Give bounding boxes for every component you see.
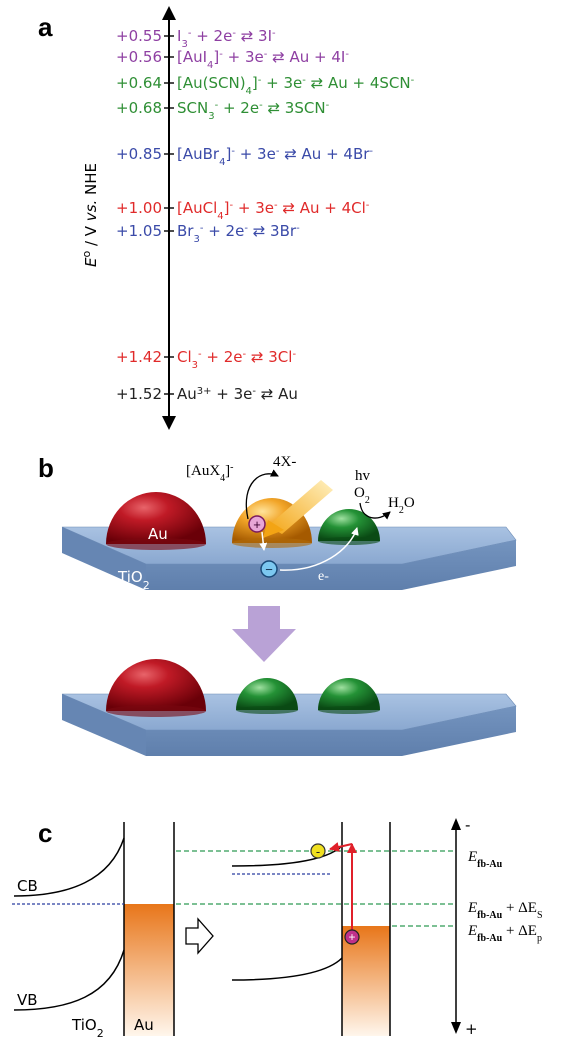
half-reaction-equation: [AuI4]- + 3e- ⇄ Au + 4I- xyxy=(177,48,349,71)
panel-c-letter: c xyxy=(38,818,52,848)
potential-row: +1.42 Cl3- + 2e- ⇄ 3Cl- xyxy=(116,348,296,371)
transformation-arrow xyxy=(232,606,296,662)
scale-top-label: - xyxy=(465,816,470,834)
hole-symbol-c: + xyxy=(348,930,355,944)
process-arrow xyxy=(186,919,213,953)
potential-rows: +0.55 I3- + 2e- ⇄ 3I- +0.56 [AuI4]- + 3e- ⇄… xyxy=(116,27,415,403)
potential-row: +1.00 [AuCl4]- + 3e- ⇄ Au + 4Cl- xyxy=(116,199,370,222)
axis-label: Eo / V vs. NHE xyxy=(80,163,101,267)
panel-b-letter: b xyxy=(38,453,54,483)
transfer-arrow xyxy=(330,844,352,849)
potential-value: +0.55 xyxy=(116,27,162,45)
potential-value: +0.64 xyxy=(116,74,162,92)
half-reaction-equation: Br3- + 2e- ⇄ 3Br- xyxy=(177,222,300,245)
tio2-label-c: TiO2 xyxy=(71,1016,104,1038)
potential-row: +0.85 [AuBr4]- + 3e- ⇄ Au + 4Br- xyxy=(116,145,373,168)
scale-bottom-label: + xyxy=(465,1020,478,1038)
potential-row: +1.05 Br3- + 2e- ⇄ 3Br- xyxy=(116,222,300,245)
ligand-label: 4X- xyxy=(273,454,296,470)
electron-particle: − xyxy=(261,561,277,577)
green-particle-bottom-2 xyxy=(318,678,380,714)
half-reaction-equation: Cl3- + 2e- ⇄ 3Cl- xyxy=(177,348,296,371)
potential-row: +0.56 [AuI4]- + 3e- ⇄ Au + 4I- xyxy=(116,48,349,71)
electron-particle-c: - xyxy=(311,844,325,859)
potential-value: +0.85 xyxy=(116,145,162,163)
complex-label: [AuX4]- xyxy=(186,462,234,484)
o2-label: O2 xyxy=(354,485,370,506)
electron-label: e- xyxy=(318,569,329,584)
energy-level-label: Efb-Au + ΔES xyxy=(467,900,543,921)
potential-value: +1.52 xyxy=(116,385,162,403)
energy-level-label: Efb-Au xyxy=(467,849,503,870)
cb-label: CB xyxy=(17,877,38,895)
potential-row: +0.68 SCN3- + 2e- ⇄ 3SCN- xyxy=(116,99,330,122)
potential-axis xyxy=(162,6,176,430)
band-diagram-after xyxy=(232,822,390,1036)
energy-level-label: Efb-Au + ΔEp xyxy=(467,923,542,944)
half-reaction-equation: Au3+ + 3e- ⇄ Au xyxy=(177,385,298,403)
electron-symbol: − xyxy=(265,562,273,577)
axis-label-unit: / V xyxy=(82,221,100,251)
electron-symbol-c: - xyxy=(316,844,320,859)
axis-label-vs: vs. xyxy=(82,200,100,221)
potential-value: +1.05 xyxy=(116,222,162,240)
axis-label-ref: NHE xyxy=(82,163,100,200)
vb-label: VB xyxy=(17,991,38,1009)
red-au-particle-bottom xyxy=(106,659,206,717)
potential-value: +0.56 xyxy=(116,48,162,66)
potential-value: +1.42 xyxy=(116,348,162,366)
half-reaction-equation: SCN3- + 2e- ⇄ 3SCN- xyxy=(177,99,330,122)
conduction-band-curve-after xyxy=(232,846,342,866)
potential-row: +0.55 I3- + 2e- ⇄ 3I- xyxy=(116,27,276,50)
hole-symbol: + xyxy=(253,517,261,532)
half-reaction-equation: [AuCl4]- + 3e- ⇄ Au + 4Cl- xyxy=(177,199,370,222)
potential-value: +0.68 xyxy=(116,99,162,117)
potential-row: +1.52 Au3+ + 3e- ⇄ Au xyxy=(116,385,298,403)
half-reaction-equation: [Au(SCN)4]- + 3e- ⇄ Au + 4SCN- xyxy=(177,74,415,97)
hole-particle: + xyxy=(249,516,265,532)
light-label: hv xyxy=(355,468,371,484)
au-label-c: Au xyxy=(134,1016,154,1034)
half-reaction-equation: I3- + 2e- ⇄ 3I- xyxy=(177,27,276,50)
potential-value: +1.00 xyxy=(116,199,162,217)
potential-row: +0.64 [Au(SCN)4]- + 3e- ⇄ Au + 4SCN- xyxy=(116,74,415,97)
green-particle-bottom-1 xyxy=(236,678,298,714)
valence-band-curve-after xyxy=(232,958,342,980)
hole-particle-c: + xyxy=(345,930,359,944)
green-particle-top xyxy=(318,509,380,545)
half-reaction-equation: [AuBr4]- + 3e- ⇄ Au + 4Br- xyxy=(177,145,373,168)
au-particle-label: Au xyxy=(148,525,168,543)
panel-a-letter: a xyxy=(38,12,53,42)
h2o-label: H2O xyxy=(388,495,415,516)
